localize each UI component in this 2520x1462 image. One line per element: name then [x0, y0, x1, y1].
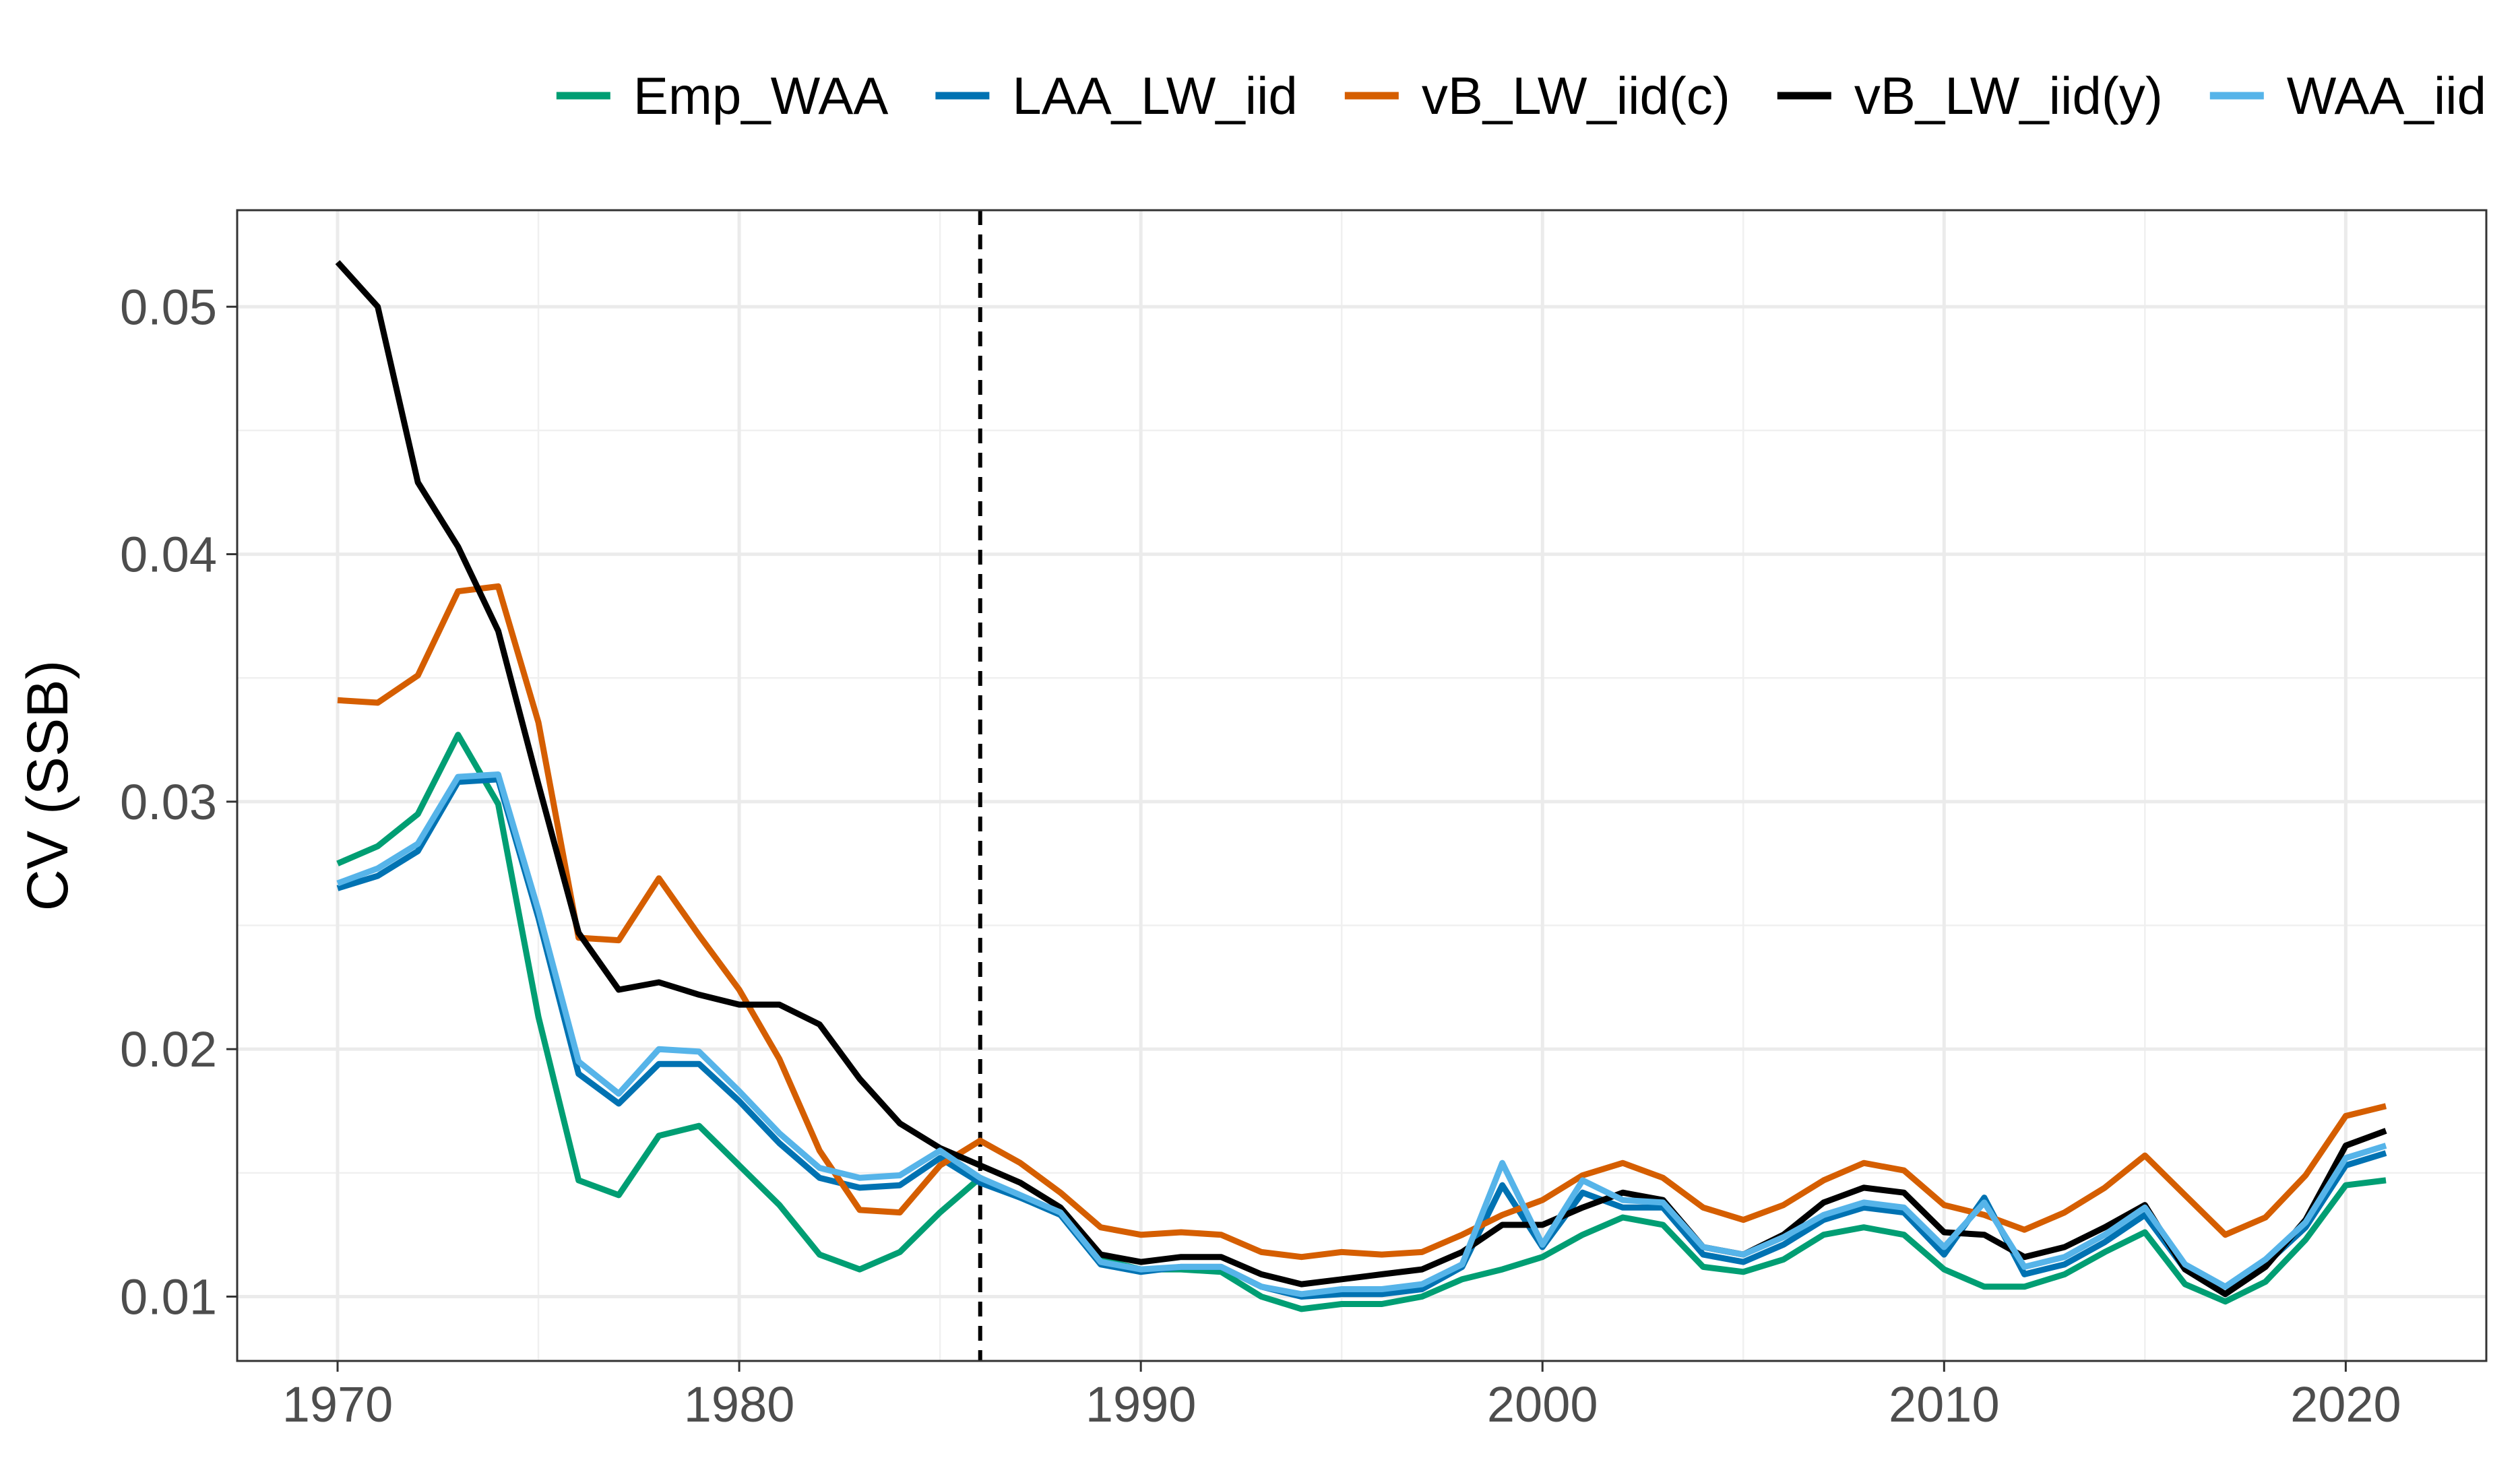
series-line-laa-lw-iid: [336, 776, 2387, 1300]
x-tick-label: 2010: [1889, 1376, 2000, 1432]
legend-item-emp-waa-label: Emp_WAA: [633, 66, 889, 125]
x-tick-label: 2000: [1487, 1376, 1598, 1432]
plot-panel: [237, 210, 2486, 1361]
x-tick-label: 2020: [2290, 1376, 2401, 1432]
x-tick-label: 1990: [1085, 1376, 1197, 1432]
legend-item-vb-lw-iid-y-label: vB_LW_iid(y): [1854, 66, 2163, 125]
series-line-waa-iid: [336, 771, 2387, 1298]
series-lines: [335, 260, 2387, 1312]
y-tick-label: 0.05: [120, 279, 217, 335]
series-line-vb-lw-iid-c: [337, 583, 2387, 1261]
legend: Emp_WAA LAA_LW_iid vB_LW_iid(c) vB_LW_iid(y…: [556, 66, 2486, 125]
grid-minor: [237, 210, 2486, 1361]
series-line-vb-lw-iid-y: [335, 260, 2387, 1298]
legend-item-vb-lw-iid-c-label: vB_LW_iid(c): [1422, 66, 1730, 125]
y-tick-label: 0.04: [120, 527, 217, 583]
y-tick-label: 0.02: [120, 1021, 217, 1077]
y-axis: 0.01 0.02 0.03 0.04 0.05: [120, 279, 237, 1325]
x-tick-label: 1980: [684, 1376, 795, 1432]
series-line-emp-waa: [336, 732, 2387, 1312]
plot-panel-border: [236, 209, 2488, 1362]
x-axis: 1970 1980 1990 2000 2010 2020: [282, 1361, 2401, 1432]
y-tick-label: 0.01: [120, 1269, 217, 1325]
legend-item-laa-lw-iid-label: LAA_LW_iid: [1012, 66, 1297, 125]
legend-item-waa-iid-label: WAA_iid: [2287, 66, 2486, 125]
y-axis-title: CV (SSB): [15, 660, 80, 912]
x-tick-label: 1970: [282, 1376, 393, 1432]
y-tick-label: 0.03: [120, 774, 217, 830]
